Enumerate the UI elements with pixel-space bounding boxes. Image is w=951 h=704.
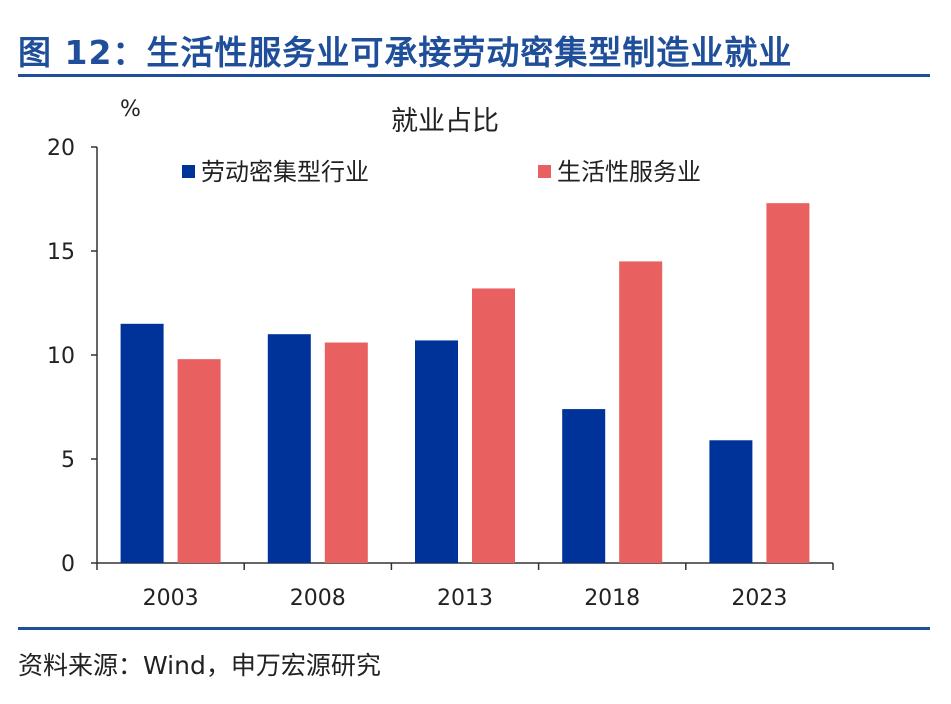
bar-2023-series-1 xyxy=(709,440,753,563)
y-axis-unit: % xyxy=(120,97,141,122)
legend-label: 生活性服务业 xyxy=(557,158,701,186)
bar-2018-series-2 xyxy=(619,261,663,563)
y-tick-label: 10 xyxy=(47,344,75,369)
chart-title: 就业占比 xyxy=(391,106,499,137)
bars xyxy=(120,203,810,563)
source-note: 资料来源：Wind，申万宏源研究 xyxy=(18,651,381,680)
legend-swatch xyxy=(538,165,551,178)
title-divider xyxy=(18,74,930,77)
x-tick-label: 2018 xyxy=(584,586,640,611)
footer-divider xyxy=(18,627,930,630)
bar-2013-series-2 xyxy=(472,288,515,563)
x-tick-label: 2008 xyxy=(290,586,346,611)
y-tick-label: 0 xyxy=(61,552,75,577)
y-tick-label: 20 xyxy=(47,136,75,161)
bar-2003-series-2 xyxy=(177,359,221,563)
x-tick-label: 2003 xyxy=(143,586,199,611)
x-tick-label: 2013 xyxy=(437,586,493,611)
bar-2023-series-2 xyxy=(766,203,810,563)
bar-2013-series-1 xyxy=(415,340,458,563)
x-axis: 2003 2008 2013 2018 2023 xyxy=(96,562,834,611)
figure-title: 图 12：生活性服务业可承接劳动密集型制造业就业 xyxy=(18,33,793,72)
bar-2008-series-2 xyxy=(324,342,368,563)
x-tick-label: 2023 xyxy=(731,586,787,611)
bar-2008-series-1 xyxy=(267,334,311,563)
legend: 劳动密集型行业 生活性服务业 xyxy=(182,158,701,186)
bar-2003-series-1 xyxy=(120,323,164,563)
bar-2018-series-1 xyxy=(562,409,606,563)
y-axis: 0 5 10 15 20 xyxy=(47,136,98,577)
y-tick-label: 15 xyxy=(47,240,75,265)
legend-swatch xyxy=(182,165,195,178)
y-tick-label: 5 xyxy=(61,448,75,473)
legend-label: 劳动密集型行业 xyxy=(201,158,369,186)
